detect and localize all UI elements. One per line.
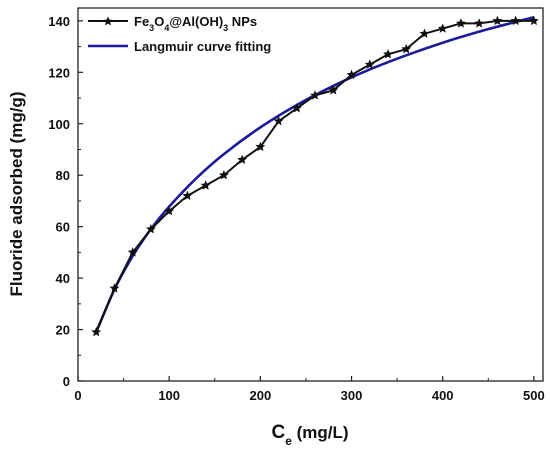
legend-name-sub4: 4	[164, 23, 169, 33]
experimental-point	[510, 15, 521, 26]
legend-name-sub3b: 3	[223, 23, 228, 33]
experimental-point	[492, 15, 503, 26]
y-axis-title: Fluoride adsorbed (mg/g)	[7, 92, 26, 297]
x-axis-title-subscript: e	[285, 434, 292, 448]
x-axis-title: Ce (mg/L)	[271, 422, 348, 448]
experimental-point	[456, 18, 466, 28]
experimental-point	[474, 18, 485, 28]
axis-ticks	[77, 20, 535, 382]
experimental-point	[164, 206, 175, 216]
legend: Fe3O4@Al(OH)3 NPs Langmuir curve fitting	[88, 14, 271, 54]
legend-label-langmuir: Langmuir curve fitting	[134, 39, 271, 54]
legend-name-nps: NPs	[228, 14, 257, 29]
experimental-point	[401, 43, 412, 54]
experimental-point	[273, 115, 284, 126]
y-tick-label: 100	[48, 117, 70, 132]
experimental-point	[383, 49, 393, 59]
experimental-point	[182, 190, 193, 200]
experimental-point	[328, 85, 339, 95]
experimental-point	[419, 28, 430, 38]
experimental-point	[146, 224, 156, 234]
legend-marker-experimental	[103, 16, 113, 26]
x-axis-title-unit: (mg/L)	[292, 423, 349, 442]
legend-name-sub3a: 3	[149, 23, 154, 33]
x-tick-label: 200	[250, 388, 272, 403]
x-tick-label: 400	[432, 388, 454, 403]
y-tick-label: 80	[56, 168, 70, 183]
legend-name-fe: Fe	[134, 14, 149, 29]
langmuir-fit-layer	[95, 16, 535, 333]
experimental-point	[528, 15, 539, 26]
y-tick-label: 60	[56, 220, 70, 235]
y-tick-label: 40	[56, 271, 70, 286]
experimental-point	[437, 23, 448, 33]
axis-tick-labels: 0 100 200 300 400 500 0 20 40 60 80 100 120 140	[48, 14, 544, 403]
experimental-point	[237, 154, 248, 164]
experimental-point	[218, 170, 229, 180]
x-axis-title-main: C	[271, 422, 285, 443]
x-tick-label: 100	[158, 388, 180, 403]
experimental-point	[291, 103, 302, 113]
x-tick-label: 300	[341, 388, 363, 403]
experimental-point	[109, 283, 120, 293]
legend-label-experimental: Fe3O4@Al(OH)3 NPs	[134, 14, 257, 33]
y-tick-label: 120	[48, 65, 70, 80]
y-tick-label: 0	[63, 374, 70, 389]
experimental-point	[200, 180, 211, 190]
experimental-point	[346, 69, 357, 80]
y-tick-label: 20	[56, 323, 70, 338]
experimental-line	[95, 19, 534, 333]
legend-name-o: O	[154, 14, 164, 29]
x-tick-label: 500	[523, 388, 545, 403]
experimental-data-layer	[91, 15, 539, 337]
x-tick-label: 0	[74, 388, 81, 403]
plot-frame	[77, 7, 544, 382]
legend-name-aloh: @Al(OH)	[169, 14, 223, 29]
experimental-point	[310, 90, 320, 100]
experimental-point	[255, 141, 266, 152]
experimental-point	[91, 326, 102, 337]
langmuir-fit-line	[95, 16, 535, 333]
experimental-point	[364, 59, 375, 69]
y-tick-label: 140	[48, 14, 70, 29]
experimental-point	[127, 247, 138, 257]
